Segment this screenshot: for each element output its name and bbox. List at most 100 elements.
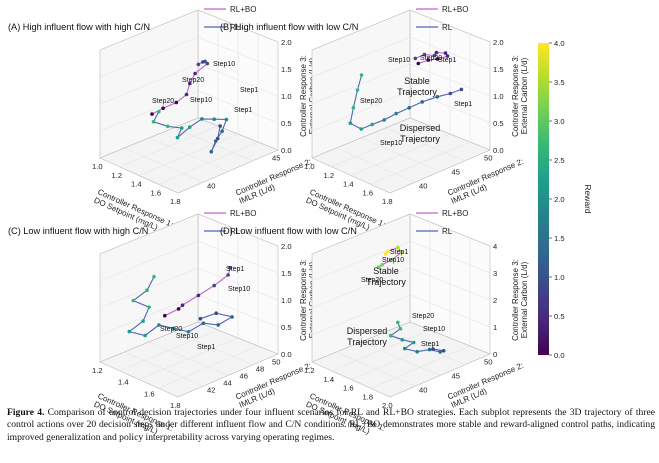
z-tick-label: 1.5 xyxy=(281,65,292,74)
trajectory-annotation-line: Trajectory xyxy=(400,134,440,144)
step-annotation: Step20 xyxy=(361,277,383,284)
x-tick-label: 1.8 xyxy=(382,197,393,206)
floor-grid xyxy=(158,141,259,185)
data-point-rlbo xyxy=(416,61,421,66)
data-point-rl xyxy=(216,323,220,327)
wall-grid xyxy=(197,240,279,274)
data-point-rl xyxy=(171,326,176,331)
z-tick-label: 2 xyxy=(493,296,497,305)
trajectory-annotation-line: Trajectory xyxy=(366,277,406,287)
z-tick-label: 0.5 xyxy=(281,119,292,128)
floor-grid xyxy=(360,137,441,172)
y-axis-label: Controller Response 2:IMLR (L/d) xyxy=(446,361,528,410)
data-point-rlbo xyxy=(445,54,450,58)
floor-grid xyxy=(173,127,254,162)
trajectory-annotation: Stable Trajectory xyxy=(366,266,406,287)
data-point-rl xyxy=(359,73,364,77)
data-point-rl xyxy=(152,274,156,279)
caption-text: Comparison of control decision trajector… xyxy=(7,407,655,443)
step-annotation: Step20 xyxy=(160,326,182,333)
data-point-rl xyxy=(201,321,206,326)
z-axis-label-line: External Carbon (L/d) xyxy=(520,57,529,134)
wall-grid xyxy=(311,267,411,309)
panel-title: (A) High influent flow with high C/N xyxy=(8,22,150,32)
z-tick-label: 3 xyxy=(493,269,497,278)
step-annotation: Step10 xyxy=(423,326,445,333)
x-tick-label: 1.4 xyxy=(118,378,129,387)
z-axis-label: Controller Response 3:External Carbon (L… xyxy=(511,259,529,341)
step-annotation: Step1 xyxy=(454,101,472,108)
z-tick-label: 1.0 xyxy=(493,92,504,101)
y-tick-label: 50 xyxy=(272,357,280,366)
wall-grid xyxy=(409,36,491,70)
data-point-rlbo xyxy=(226,273,230,277)
trajectory-annotation: Stable Trajectory xyxy=(397,76,437,97)
trajectory-annotation-line: Stable xyxy=(373,266,399,276)
legend-label-rlbo: RL+BO xyxy=(230,209,256,218)
step-annotation: Step10 xyxy=(190,97,212,104)
floor-grid xyxy=(148,137,229,172)
data-point-rl xyxy=(351,105,356,110)
data-point-rl xyxy=(427,347,432,352)
floor xyxy=(311,117,491,194)
data-point-rl xyxy=(403,346,407,351)
floor-grid xyxy=(148,341,229,376)
caption-label: Figure 4. xyxy=(7,407,45,418)
y-tick-label: 40 xyxy=(419,181,427,190)
data-point-rlbo xyxy=(161,106,165,110)
data-point-rlbo xyxy=(196,62,201,67)
wall-grid xyxy=(197,267,279,301)
step-annotation: Step1 xyxy=(197,344,215,351)
step-annotation: Step20 xyxy=(420,55,442,62)
data-point-rl xyxy=(157,109,161,114)
data-point-rlbo xyxy=(188,81,192,86)
z-tick-label: 2.0 xyxy=(281,38,292,47)
data-point-rl xyxy=(127,329,132,334)
colorbar-ramp xyxy=(538,43,549,355)
y-tick-label: 40 xyxy=(419,385,427,394)
panel-b: (B) High influent flow with low C/N RL+BO… xyxy=(220,5,529,232)
data-point-rl xyxy=(370,122,375,127)
y-tick-label: 50 xyxy=(484,357,492,366)
data-point-rl xyxy=(157,323,161,327)
data-point-rlbo xyxy=(435,57,440,61)
z-tick-label: 2.0 xyxy=(493,38,504,47)
data-point-rlbo xyxy=(422,52,427,57)
z-tick-label: 0.0 xyxy=(493,146,504,155)
z-tick-label: 0 xyxy=(493,350,497,359)
wall-grid xyxy=(311,294,411,336)
x-tick-label: 1.2 xyxy=(304,366,315,375)
x-tick-label: 1.2 xyxy=(112,171,123,180)
floor-grid xyxy=(360,341,441,376)
y-tick-label: 45 xyxy=(452,167,460,176)
data-point-rl xyxy=(209,149,214,154)
data-point-rlbo xyxy=(443,51,448,55)
data-point-rlbo xyxy=(399,250,404,254)
floor-grid xyxy=(370,141,471,185)
panel-title: (B) High influent flow with low C/N xyxy=(220,22,358,32)
data-point-rl xyxy=(220,129,224,133)
y-tick-label: 48 xyxy=(256,364,264,373)
floor-grid xyxy=(370,345,471,389)
colorbar-label: Reward xyxy=(583,184,593,214)
figure-caption: Figure 4. Comparison of control decision… xyxy=(7,407,655,444)
data-point-rl xyxy=(420,100,425,104)
data-point-rl xyxy=(431,347,435,351)
data-point-rlbo xyxy=(174,100,179,105)
legend-label-rlbo: RL+BO xyxy=(442,209,468,218)
trajectory-annotation: Dispersed Trajectory xyxy=(400,123,441,144)
step-annotation: Step1 xyxy=(421,341,439,348)
step-annotation: Step20 xyxy=(152,98,174,105)
step-annotation: Step1 xyxy=(438,57,456,64)
data-point-rlbo xyxy=(413,56,418,61)
data-point-rl xyxy=(459,87,464,92)
legend-label-rl: RL xyxy=(442,227,453,236)
x-tick-label: 2.0 xyxy=(382,401,393,410)
z-tick-label: 4 xyxy=(493,242,497,251)
y-tick-label: 44 xyxy=(223,378,231,387)
data-point-rl xyxy=(175,135,180,140)
floor xyxy=(99,117,279,194)
step-annotation: Step20 xyxy=(182,77,204,84)
z-tick-label: 0.0 xyxy=(281,146,292,155)
y-tick-label: 50 xyxy=(484,153,492,162)
